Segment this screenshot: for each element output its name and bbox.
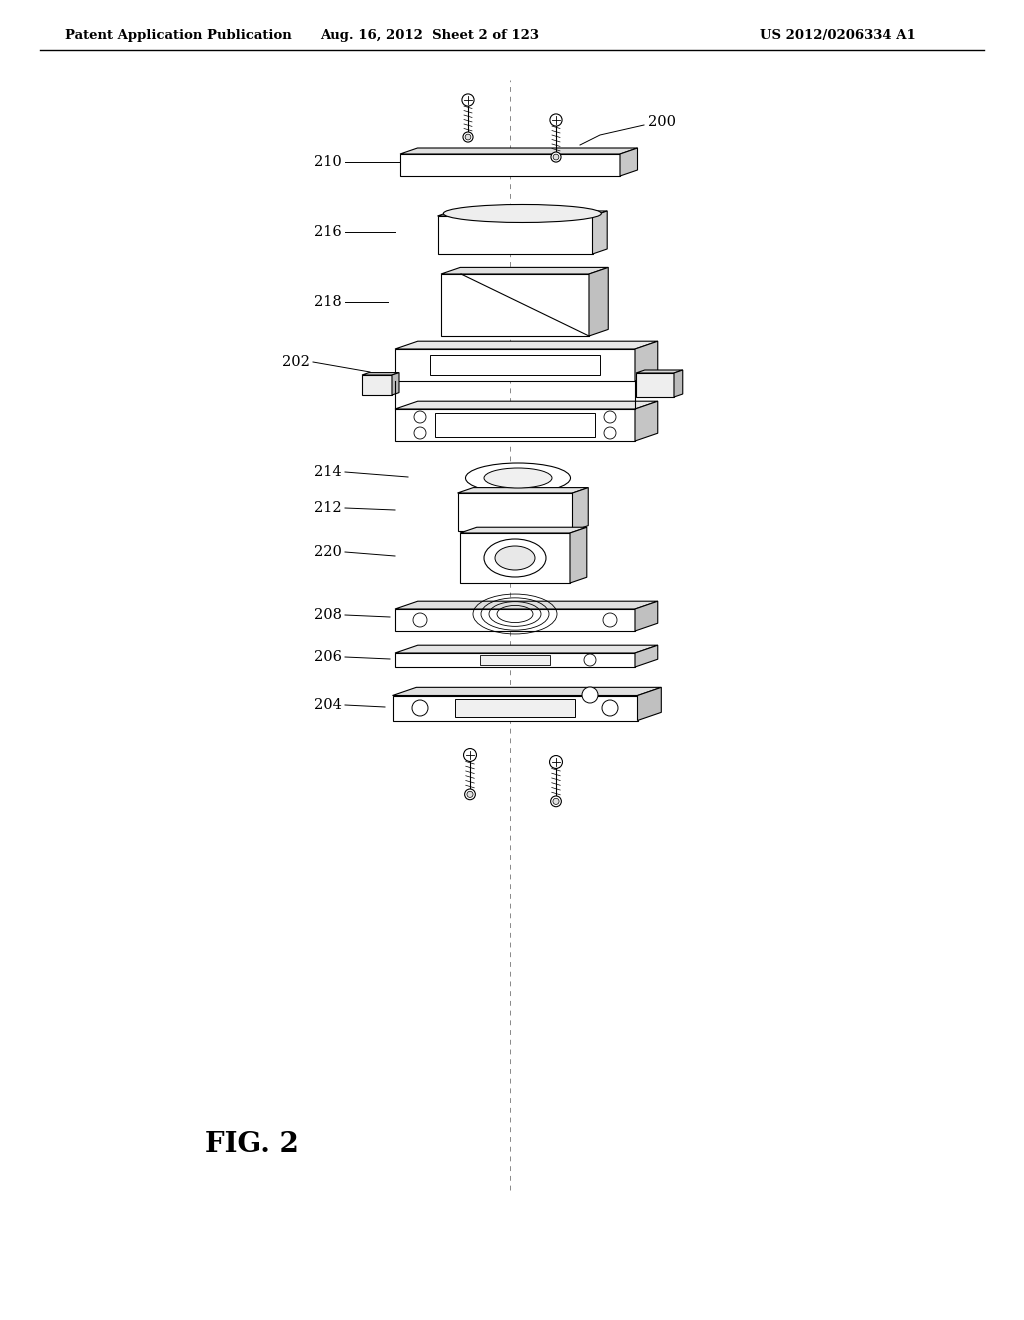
Text: 208: 208 (314, 609, 342, 622)
Polygon shape (400, 154, 620, 176)
Circle shape (464, 748, 476, 762)
Circle shape (413, 612, 427, 627)
Circle shape (584, 653, 596, 667)
Polygon shape (636, 370, 683, 374)
Polygon shape (635, 645, 657, 667)
Polygon shape (392, 372, 399, 395)
Polygon shape (392, 688, 662, 696)
Polygon shape (674, 370, 683, 397)
Polygon shape (395, 401, 657, 409)
Circle shape (604, 426, 616, 440)
Polygon shape (395, 645, 657, 653)
Circle shape (550, 114, 562, 127)
Polygon shape (458, 492, 572, 531)
Polygon shape (593, 211, 607, 253)
Circle shape (602, 700, 618, 715)
Polygon shape (635, 601, 657, 631)
Polygon shape (430, 355, 600, 375)
Ellipse shape (484, 469, 552, 488)
Text: Aug. 16, 2012  Sheet 2 of 123: Aug. 16, 2012 Sheet 2 of 123 (321, 29, 540, 41)
Text: 204: 204 (314, 698, 342, 711)
Polygon shape (362, 375, 392, 395)
Polygon shape (435, 413, 595, 437)
Circle shape (550, 755, 562, 768)
Circle shape (412, 700, 428, 715)
Circle shape (463, 132, 473, 143)
Polygon shape (441, 275, 589, 337)
Circle shape (467, 791, 473, 797)
Text: 210: 210 (314, 154, 342, 169)
Ellipse shape (484, 539, 546, 577)
Circle shape (414, 411, 426, 422)
Circle shape (582, 686, 598, 704)
Text: US 2012/0206334 A1: US 2012/0206334 A1 (760, 29, 915, 41)
Text: 200: 200 (648, 115, 676, 129)
Ellipse shape (466, 463, 570, 492)
Polygon shape (392, 696, 638, 721)
Circle shape (465, 789, 475, 800)
Circle shape (604, 411, 616, 422)
Polygon shape (635, 341, 657, 381)
Polygon shape (395, 409, 635, 441)
Polygon shape (395, 341, 657, 348)
Text: Patent Application Publication: Patent Application Publication (65, 29, 292, 41)
Circle shape (551, 152, 561, 162)
Text: 214: 214 (314, 465, 342, 479)
Polygon shape (636, 374, 674, 397)
Circle shape (553, 154, 559, 160)
Polygon shape (460, 527, 587, 533)
Circle shape (603, 612, 617, 627)
Circle shape (465, 135, 471, 140)
Circle shape (553, 799, 559, 804)
Ellipse shape (495, 546, 535, 570)
Text: 218: 218 (314, 294, 342, 309)
Polygon shape (638, 688, 662, 721)
Polygon shape (635, 401, 657, 441)
Polygon shape (437, 216, 593, 253)
Polygon shape (455, 700, 575, 717)
Polygon shape (437, 211, 607, 216)
Polygon shape (458, 487, 588, 492)
Polygon shape (620, 148, 638, 176)
Polygon shape (572, 487, 588, 531)
Polygon shape (395, 348, 635, 381)
Polygon shape (362, 372, 399, 375)
Polygon shape (460, 533, 570, 583)
Text: 202: 202 (283, 355, 310, 370)
Polygon shape (480, 655, 550, 665)
Text: FIG. 2: FIG. 2 (205, 1131, 299, 1159)
Circle shape (414, 426, 426, 440)
Polygon shape (395, 609, 635, 631)
Text: 220: 220 (314, 545, 342, 558)
Polygon shape (570, 527, 587, 583)
Circle shape (462, 94, 474, 106)
Polygon shape (395, 601, 657, 609)
Circle shape (551, 796, 561, 807)
Text: 216: 216 (314, 224, 342, 239)
Polygon shape (441, 268, 608, 275)
Text: 206: 206 (314, 649, 342, 664)
Ellipse shape (443, 205, 601, 223)
Polygon shape (395, 653, 635, 667)
Text: 212: 212 (314, 502, 342, 515)
Polygon shape (400, 148, 638, 154)
Polygon shape (589, 268, 608, 337)
